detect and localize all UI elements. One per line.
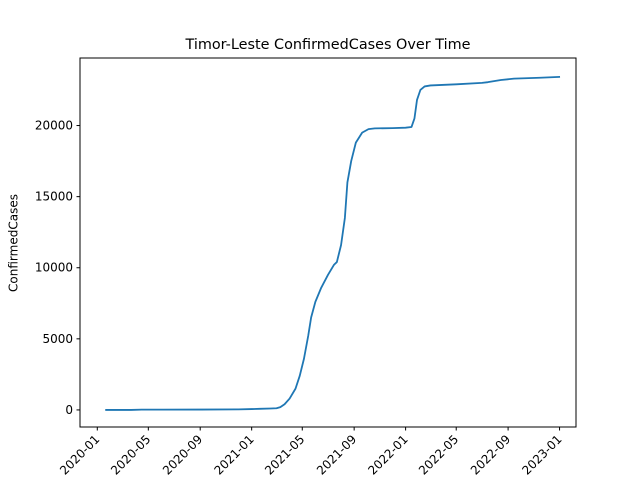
- x-tick-label: 2022-01: [365, 432, 410, 477]
- x-tick-label: 2021-09: [314, 432, 359, 477]
- x-tick-label: 2023-01: [519, 432, 564, 477]
- plot-area: [105, 75, 561, 411]
- axes: 0 5000 10000 15000 20000 2020-01 2020-05 2020-0…: [35, 57, 577, 478]
- x-tick-label: 2020-09: [160, 432, 205, 477]
- axes-frame: [79, 57, 577, 428]
- x-tick-label: 2022-05: [416, 432, 461, 477]
- y-axis-label: ConfirmedCases: [7, 194, 21, 292]
- x-tick-label: 2020-05: [108, 432, 153, 477]
- y-tick-label: 5000: [42, 332, 73, 346]
- y-tick-label: 0: [65, 403, 73, 417]
- x-tick-label: 2021-01: [211, 432, 256, 477]
- y-tick-label: 20000: [35, 119, 73, 133]
- series-line-0: [105, 75, 561, 411]
- x-tick-label: 2020-01: [57, 432, 102, 477]
- x-tick-label: 2021-05: [262, 432, 307, 477]
- y-tick-label: 10000: [35, 261, 73, 275]
- chart-title: Timor-Leste ConfirmedCases Over Time: [185, 37, 471, 53]
- y-tick-label: 15000: [35, 190, 73, 204]
- x-tick-label: 2022-09: [468, 432, 513, 477]
